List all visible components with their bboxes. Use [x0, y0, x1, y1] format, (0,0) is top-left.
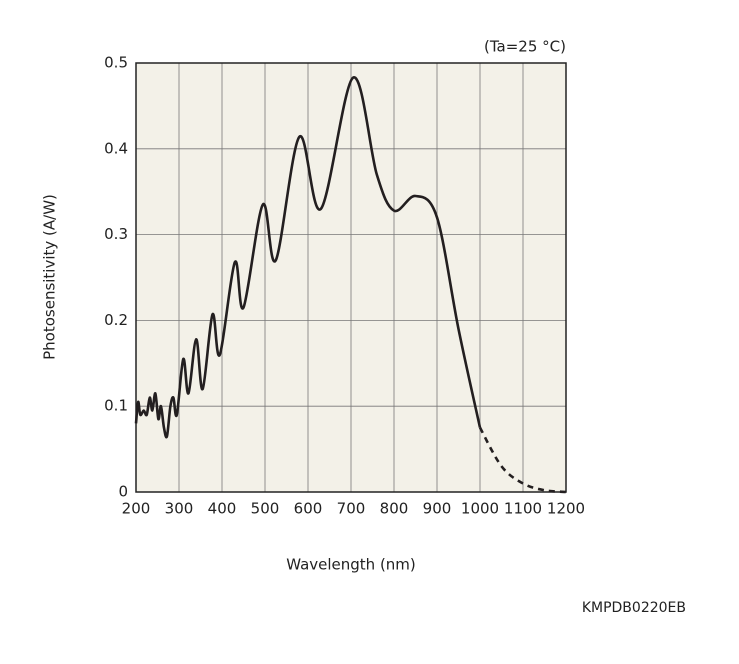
- plot-frame: [135, 62, 567, 493]
- y-axis-label: Photosensitivity (A/W): [41, 194, 59, 360]
- data-line: [478, 427, 567, 494]
- x-tick-label: 500: [251, 500, 280, 518]
- x-tick-label: 1000: [461, 500, 499, 518]
- y-tick-label: 0: [118, 483, 128, 501]
- x-tick-label: 1100: [504, 500, 542, 518]
- x-axis-label: Wavelength (nm): [286, 556, 416, 574]
- x-tick-label: 600: [294, 500, 323, 518]
- y-tick-label: 0.2: [104, 311, 128, 329]
- y-tick-label: 0.3: [104, 225, 128, 243]
- data-line: [134, 76, 482, 439]
- x-tick-label: 700: [337, 500, 366, 518]
- y-tick-label: 0.1: [104, 397, 128, 415]
- x-tick-label: 800: [380, 500, 409, 518]
- x-tick-label: 300: [165, 500, 194, 518]
- annotation: (Ta=25 °C): [484, 38, 566, 56]
- x-tick-label: 1200: [547, 500, 585, 518]
- x-tick-label: 400: [208, 500, 237, 518]
- y-tick-label: 0.5: [104, 54, 128, 72]
- x-tick-label: 200: [122, 500, 151, 518]
- x-tick-label: 900: [423, 500, 452, 518]
- figure-code: KMPDB0220EB: [582, 600, 686, 616]
- y-tick-label: 0.4: [104, 139, 128, 157]
